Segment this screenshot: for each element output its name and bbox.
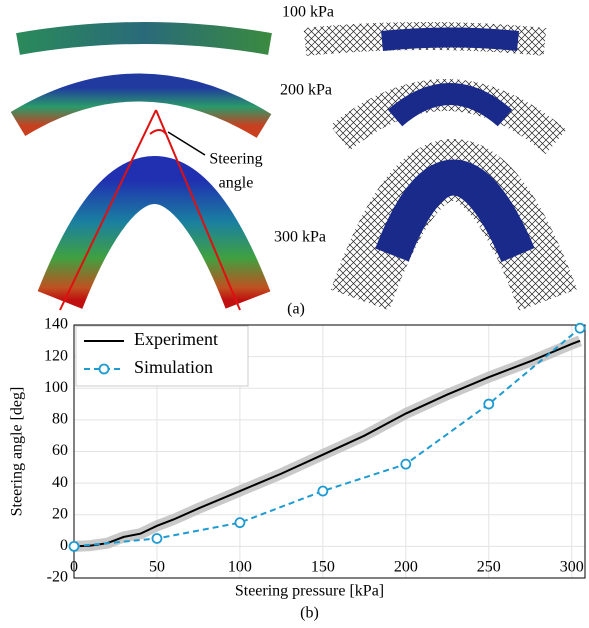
x-tick-label: 50 bbox=[149, 559, 165, 576]
marker bbox=[152, 534, 161, 543]
marker bbox=[401, 460, 410, 469]
y-tick-label: -20 bbox=[47, 569, 68, 586]
tube-200 bbox=[18, 87, 264, 126]
angle-line bbox=[60, 110, 156, 310]
marker bbox=[484, 400, 493, 409]
annotation: angle bbox=[219, 175, 254, 192]
page: 100 kPa 200 kPa 300 kPa Steering angle (… bbox=[0, 0, 589, 628]
x-tick-label: 100 bbox=[228, 559, 252, 576]
tube-300 bbox=[60, 180, 248, 300]
tube-100 bbox=[18, 33, 270, 44]
figure: 100 kPa 200 kPa 300 kPa Steering angle (… bbox=[0, 0, 589, 628]
marker bbox=[70, 542, 79, 551]
pressure-label: 200 kPa bbox=[280, 82, 332, 99]
pressure-label: 300 kPa bbox=[274, 229, 326, 246]
legend-marker bbox=[100, 365, 109, 374]
y-tick-label: 60 bbox=[52, 442, 68, 459]
caption: (b) bbox=[300, 605, 319, 622]
marker bbox=[318, 487, 327, 496]
y-axis-label: Steering angle [deg] bbox=[9, 387, 26, 517]
y-tick-label: 120 bbox=[44, 347, 68, 364]
x-axis-label: Steering pressure [kPa] bbox=[235, 583, 384, 600]
panel-a: 100 kPa 200 kPa 300 kPa Steering angle (… bbox=[18, 4, 556, 318]
legend-label: Simulation bbox=[134, 357, 213, 377]
x-tick-label: 200 bbox=[394, 559, 418, 576]
x-tick-label: 250 bbox=[477, 559, 501, 576]
caption: (a) bbox=[287, 301, 305, 318]
core-100 bbox=[382, 38, 518, 42]
core-300 bbox=[392, 178, 518, 256]
angle-arc bbox=[150, 130, 166, 134]
y-tick-label: 20 bbox=[52, 505, 68, 522]
y-tick-label: 40 bbox=[52, 474, 68, 491]
x-tick-label: 300 bbox=[560, 559, 584, 576]
x-tick-label: 150 bbox=[311, 559, 335, 576]
pressure-label: 100 kPa bbox=[282, 4, 334, 21]
y-tick-label: 140 bbox=[44, 316, 68, 333]
marker bbox=[235, 518, 244, 527]
y-tick-label: 0 bbox=[60, 537, 68, 554]
y-tick-label: 80 bbox=[52, 411, 68, 428]
annotation: Steering bbox=[209, 151, 262, 168]
legend-label: Experiment bbox=[134, 329, 218, 349]
y-tick-label: 100 bbox=[44, 379, 68, 396]
marker bbox=[576, 324, 585, 333]
